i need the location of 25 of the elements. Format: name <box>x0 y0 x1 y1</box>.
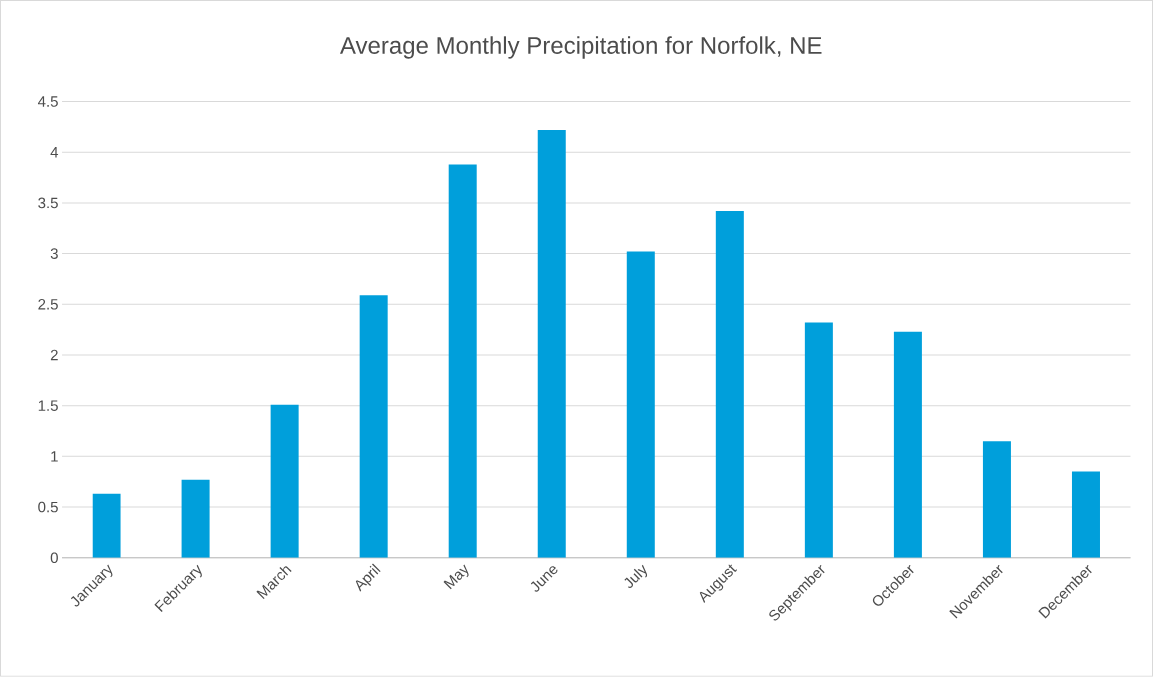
bar <box>359 295 388 558</box>
y-tick-label: 0 <box>50 552 58 564</box>
y-tick-label: 1.5 <box>38 400 58 412</box>
y-tick-label: 4 <box>50 147 59 158</box>
y-tick-label: 2 <box>50 349 58 361</box>
bar <box>448 164 477 558</box>
bar <box>715 211 744 558</box>
bar <box>537 130 566 558</box>
bar <box>181 479 210 558</box>
y-tick-label: 1 <box>51 451 58 462</box>
y-tick-label: 0.5 <box>38 501 58 513</box>
y-tick-label: 4.5 <box>37 96 58 107</box>
bar <box>92 493 121 558</box>
y-tick-label: 2.5 <box>38 299 58 310</box>
y-tick-label: 3.5 <box>38 197 58 209</box>
bar <box>982 441 1011 558</box>
x-tick-label: July <box>624 564 648 589</box>
x-tick-label: May <box>443 564 469 590</box>
chart-title: Average Monthly Precipitation for Norfolk, NE <box>339 36 822 59</box>
bar <box>626 251 655 558</box>
bar <box>1071 471 1100 558</box>
y-tick-label: 3 <box>50 248 58 260</box>
bar <box>804 322 833 558</box>
bar <box>893 331 922 558</box>
bar <box>270 404 299 558</box>
